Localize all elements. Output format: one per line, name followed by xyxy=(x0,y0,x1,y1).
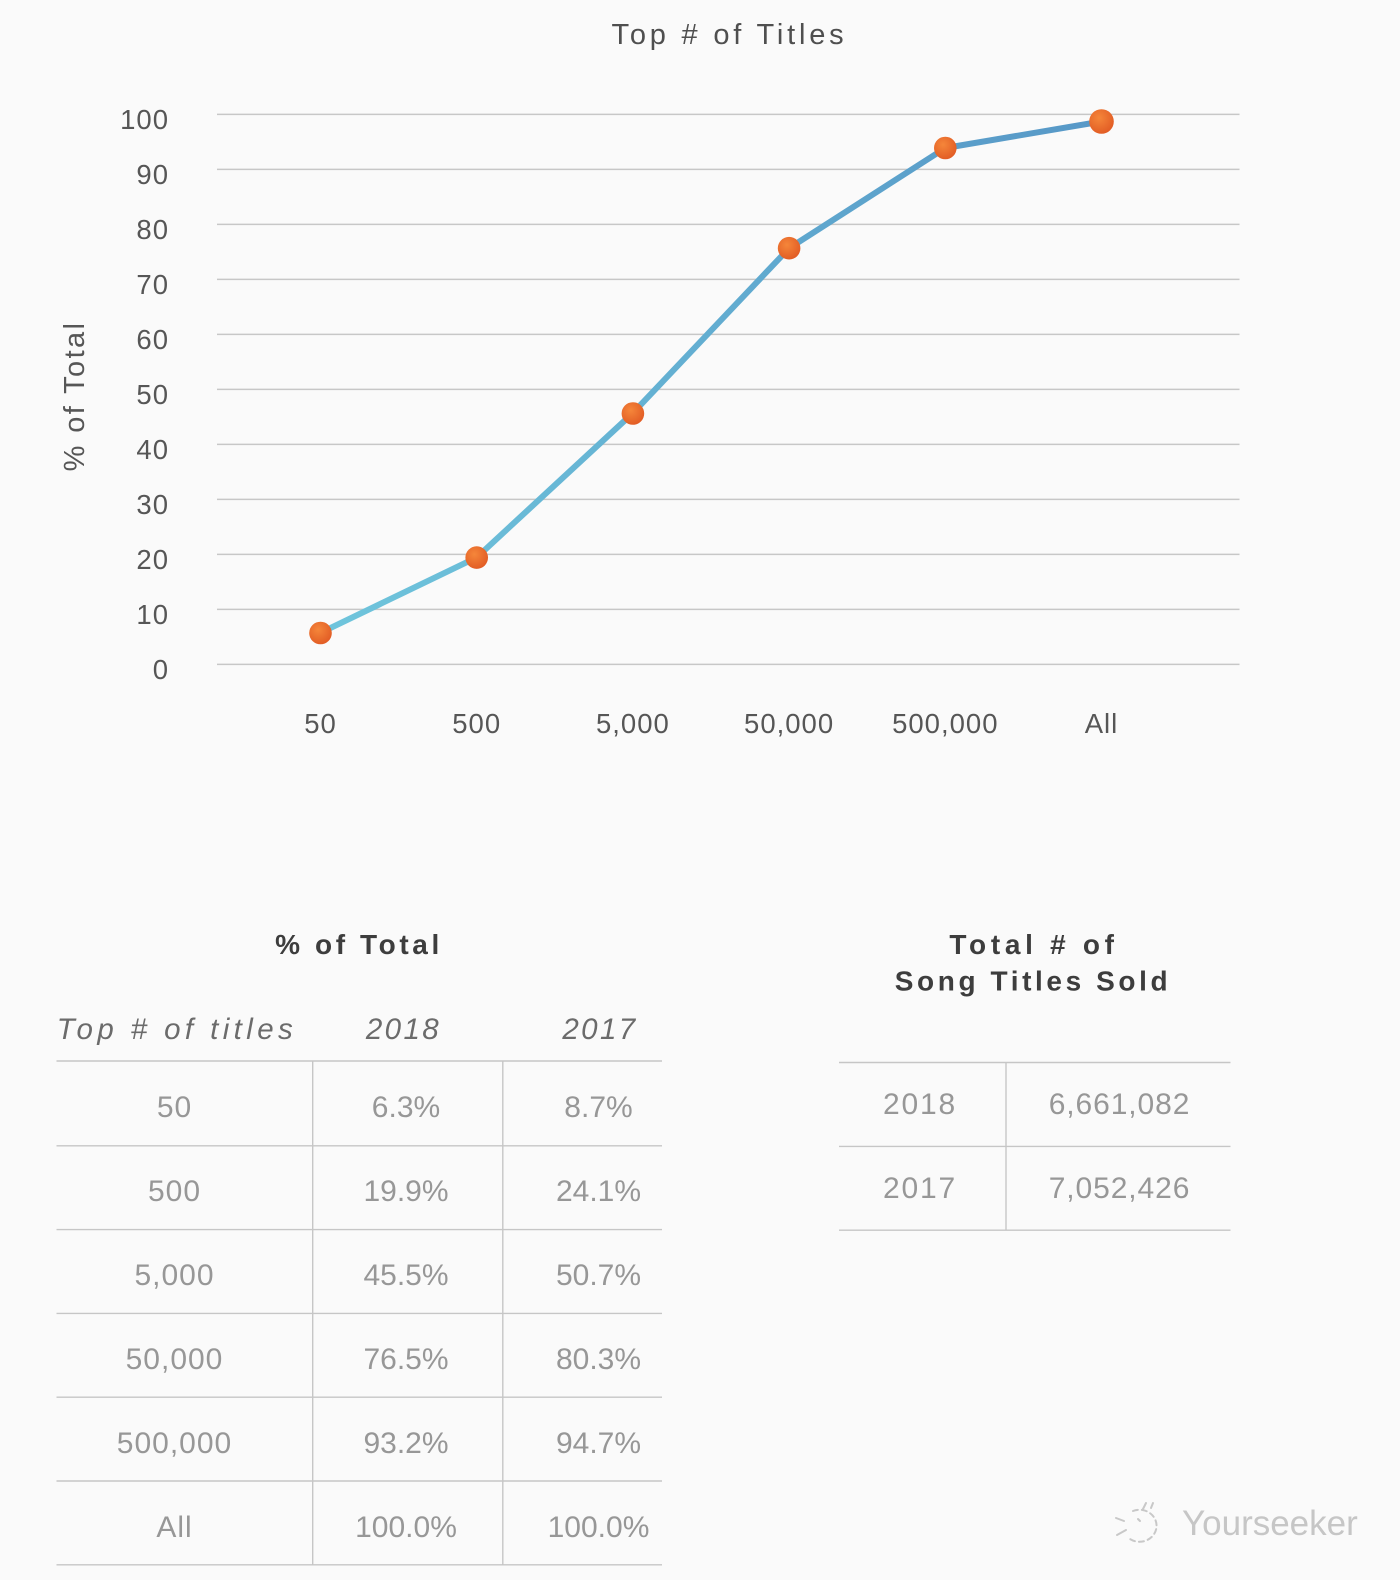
svg-text:94.7%: 94.7% xyxy=(556,1427,641,1460)
svg-text:45.5%: 45.5% xyxy=(363,1259,448,1292)
svg-text:70: 70 xyxy=(136,269,169,300)
svg-text:50: 50 xyxy=(136,379,169,410)
svg-text:50: 50 xyxy=(304,708,337,739)
svg-text:100.0%: 100.0% xyxy=(355,1511,457,1544)
svg-text:60: 60 xyxy=(136,324,169,355)
svg-text:100: 100 xyxy=(120,104,169,135)
svg-text:0: 0 xyxy=(153,654,169,685)
svg-text:5,000: 5,000 xyxy=(134,1259,214,1292)
svg-text:8.7%: 8.7% xyxy=(564,1091,632,1124)
svg-text:% of Total: % of Total xyxy=(275,929,443,960)
svg-text:% of Total: % of Total xyxy=(59,321,91,472)
svg-text:100.0%: 100.0% xyxy=(548,1511,650,1544)
svg-text:Yourseeker: Yourseeker xyxy=(1182,1504,1358,1543)
svg-text:50: 50 xyxy=(157,1091,192,1124)
svg-text:24.1%: 24.1% xyxy=(556,1175,641,1208)
svg-text:50.7%: 50.7% xyxy=(556,1259,641,1292)
svg-text:6,661,082: 6,661,082 xyxy=(1049,1088,1191,1121)
svg-text:500: 500 xyxy=(148,1175,201,1208)
svg-text:500,000: 500,000 xyxy=(892,708,998,739)
svg-text:6.3%: 6.3% xyxy=(372,1091,440,1124)
svg-text:19.9%: 19.9% xyxy=(363,1175,448,1208)
svg-text:2018: 2018 xyxy=(883,1088,957,1121)
svg-text:10: 10 xyxy=(136,599,169,630)
svg-text:20: 20 xyxy=(136,544,169,575)
svg-text:Total # of: Total # of xyxy=(949,929,1118,960)
svg-text:76.5%: 76.5% xyxy=(363,1343,448,1376)
svg-text:2017: 2017 xyxy=(561,1013,637,1046)
svg-text:500,000: 500,000 xyxy=(117,1427,232,1460)
svg-text:All: All xyxy=(1085,708,1119,739)
svg-text:Song Titles Sold: Song Titles Sold xyxy=(895,966,1171,997)
svg-text:Top # of Titles: Top # of Titles xyxy=(612,19,848,51)
svg-text:30: 30 xyxy=(136,489,169,520)
svg-text:50,000: 50,000 xyxy=(126,1343,224,1376)
svg-text:7,052,426: 7,052,426 xyxy=(1049,1172,1191,1205)
svg-text:90: 90 xyxy=(136,159,169,190)
svg-text:5,000: 5,000 xyxy=(596,708,670,739)
svg-text:93.2%: 93.2% xyxy=(363,1427,448,1460)
svg-text:80.3%: 80.3% xyxy=(556,1343,641,1376)
svg-text:80: 80 xyxy=(136,214,169,245)
svg-text:2018: 2018 xyxy=(365,1013,441,1046)
svg-text:2017: 2017 xyxy=(883,1172,957,1205)
svg-text:All: All xyxy=(156,1511,192,1544)
svg-text:Top # of titles: Top # of titles xyxy=(57,1013,297,1046)
svg-text:50,000: 50,000 xyxy=(744,708,834,739)
svg-text:500: 500 xyxy=(452,708,501,739)
svg-text:40: 40 xyxy=(136,434,169,465)
